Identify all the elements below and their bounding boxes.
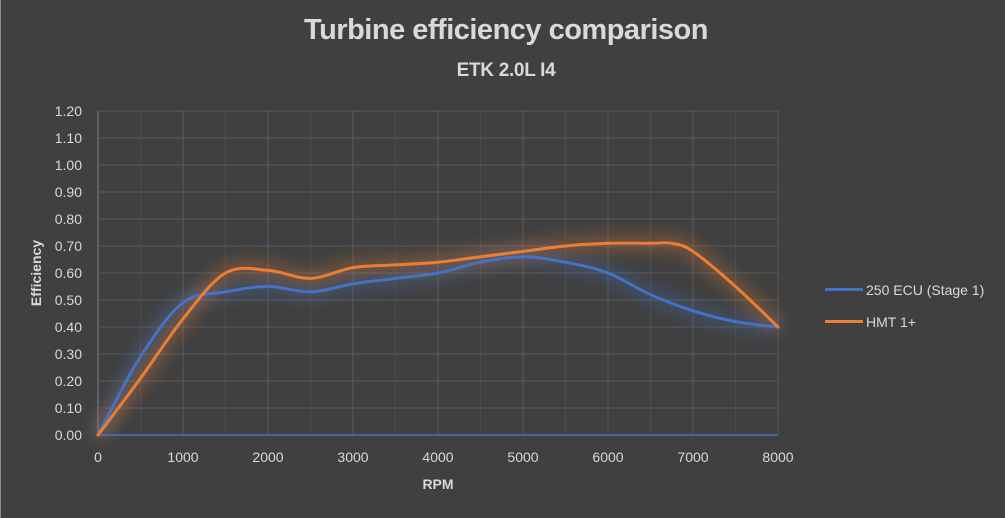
y-tick-label: 0.10	[55, 400, 82, 416]
legend-label-series-1: 250 ECU (Stage 1)	[866, 281, 985, 298]
x-tick-label: 6000	[592, 449, 623, 465]
x-tick-label: 8000	[762, 449, 793, 465]
x-tick-label: 0	[94, 449, 102, 465]
y-tick-label: 0.30	[55, 346, 82, 362]
legend-item-series-2[interactable]: HMT 1+	[825, 309, 984, 334]
y-tick-label: 0.20	[55, 373, 82, 389]
x-tick-label: 5000	[507, 449, 538, 465]
x-tick-label: 3000	[337, 449, 368, 465]
legend-label-series-2: HMT 1+	[866, 313, 916, 330]
series-line-2	[96, 241, 780, 437]
x-tick-label: 7000	[677, 449, 708, 465]
legend-swatch-series-2	[825, 320, 863, 323]
x-tick-label: 4000	[422, 449, 453, 465]
legend-swatch-series-1	[825, 288, 863, 291]
y-tick-label: 0.00	[55, 427, 82, 443]
chart-subtitle: ETK 2.0L I4	[456, 60, 556, 81]
y-tick-label: 1.00	[55, 157, 82, 173]
y-tick-label: 0.60	[55, 265, 82, 281]
y-axis-title: Efficiency	[28, 240, 44, 306]
y-tick-label: 1.10	[55, 130, 82, 146]
y-tick-label: 0.70	[55, 238, 82, 254]
legend-item-series-1[interactable]: 250 ECU (Stage 1)	[825, 277, 984, 302]
y-tick-label: 0.90	[55, 184, 82, 200]
y-tick-label: 0.50	[55, 292, 82, 308]
series-line-1	[96, 255, 780, 437]
y-tick-label: 0.40	[55, 319, 82, 335]
series-lines	[96, 241, 780, 437]
chart-title: Turbine efficiency comparison	[304, 14, 708, 46]
gridlines	[97, 110, 779, 436]
y-tick-label: 0.80	[55, 211, 82, 227]
y-tick-label: 1.20	[55, 103, 82, 119]
x-tick-label: 2000	[252, 449, 283, 465]
tick-labels: 0.00 0.10 0.20 0.30 0.40 0.50 0.60 0.70 0.80 0.90…	[55, 103, 794, 465]
x-tick-label: 1000	[167, 449, 198, 465]
legend: 250 ECU (Stage 1) HMT 1+	[825, 277, 984, 341]
x-axis-title: RPM	[422, 476, 453, 492]
